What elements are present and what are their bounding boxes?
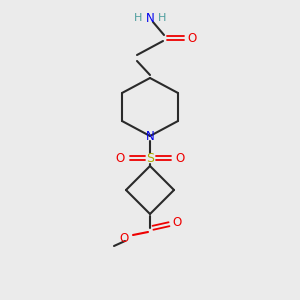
Text: N: N [146, 130, 154, 142]
Text: O: O [188, 32, 196, 44]
Text: O: O [119, 232, 129, 244]
Text: S: S [146, 152, 154, 164]
Text: O: O [176, 152, 184, 164]
Text: O: O [116, 152, 124, 164]
Text: O: O [172, 215, 182, 229]
Text: H: H [134, 13, 142, 23]
Text: H: H [158, 13, 166, 23]
Text: N: N [146, 11, 154, 25]
